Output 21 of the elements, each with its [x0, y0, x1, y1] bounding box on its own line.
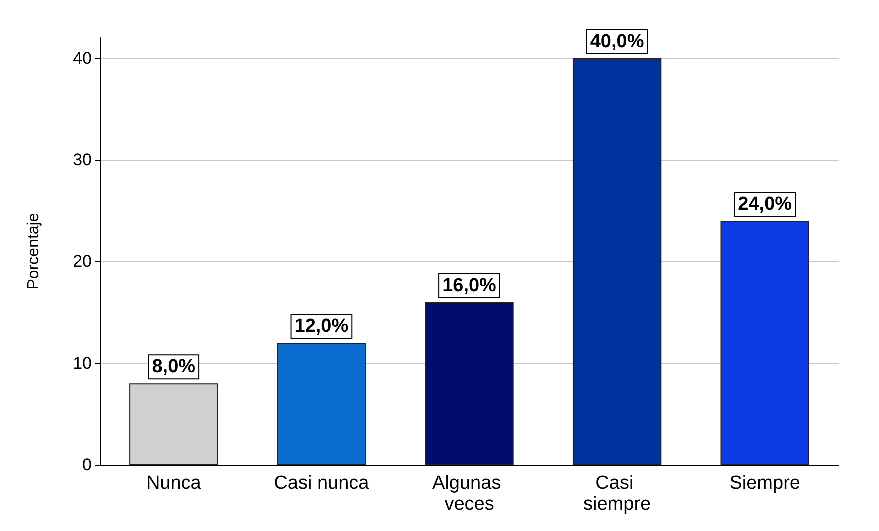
- y-tick-label: 0: [82, 456, 92, 474]
- data-label: 40,0%: [590, 31, 644, 52]
- y-tick-label: 20: [73, 252, 92, 272]
- y-tick-label: 10: [73, 354, 92, 373]
- bar: [720, 221, 810, 465]
- y-axis-title: Porcentaje: [26, 213, 42, 290]
- data-label: 24,0%: [738, 194, 792, 215]
- data-label: 16,0%: [442, 275, 497, 296]
- x-tick-label: Siempre: [730, 473, 800, 494]
- x-tick-label: Algunas veces: [432, 473, 506, 515]
- x-tick-label: Nunca: [146, 473, 202, 494]
- bar: [572, 58, 662, 465]
- data-label: 12,0%: [294, 316, 349, 337]
- y-tick-label: 30: [73, 150, 92, 170]
- bar: [130, 384, 218, 465]
- bar: [277, 343, 366, 465]
- bar: [425, 302, 514, 465]
- data-label: 8,0%: [152, 356, 196, 378]
- x-tick-label: Casi siempre: [584, 473, 652, 515]
- y-tick-label: 40: [73, 48, 92, 68]
- x-tick-label: Casi nunca: [274, 473, 370, 494]
